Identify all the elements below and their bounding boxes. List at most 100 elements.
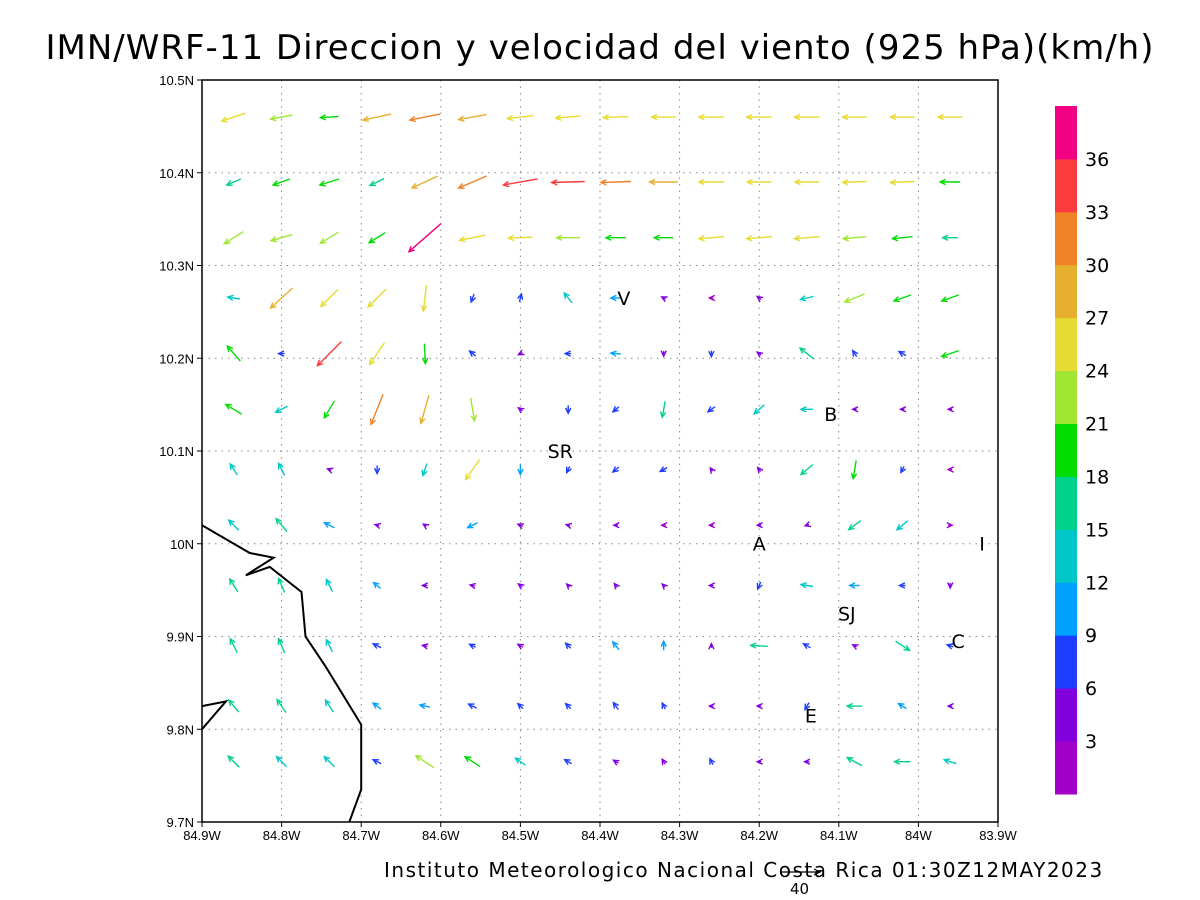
place-label: V (617, 288, 630, 310)
wind-vector (318, 178, 340, 187)
wind-vector (227, 755, 240, 768)
colorbar-tick-label: 30 (1085, 255, 1109, 277)
wind-vector-head (802, 758, 811, 765)
wind-vector-head (897, 582, 906, 589)
wind-vector-shaft (228, 519, 240, 531)
wind-vector (708, 350, 715, 359)
wind-vector (755, 521, 763, 529)
wind-vector-shaft (411, 175, 439, 189)
wind-vector-head (941, 234, 949, 241)
wind-vector-head (420, 643, 429, 650)
wind-vector (802, 758, 811, 765)
wind-vector-head (792, 235, 801, 242)
wind-vector (936, 113, 963, 121)
wind-vector (599, 179, 631, 186)
wind-vector (613, 582, 621, 590)
wind-vector-head (277, 577, 284, 585)
y-tick-label: 10.3N (159, 259, 194, 274)
wind-vector-shaft (225, 403, 243, 415)
wind-vector-head (564, 642, 572, 650)
wind-vector-head (851, 406, 859, 413)
y-tick-label: 10.1N (159, 444, 194, 459)
wind-vector-head (414, 754, 422, 762)
wind-vector-shaft (800, 583, 814, 588)
wind-vector-head (601, 114, 610, 121)
wind-vector-shaft (893, 294, 912, 302)
wind-vector-head (470, 414, 477, 423)
wind-vector-shaft (508, 236, 533, 239)
wind-vector-head (850, 472, 858, 481)
wind-vector-head (946, 406, 954, 413)
place-labels: V SR B A I SJ C E (548, 288, 985, 727)
colorbar-tick-label: 27 (1085, 308, 1109, 330)
wind-vector-head (418, 702, 426, 710)
wind-vector-shaft (270, 287, 294, 309)
wind-vector-shaft (226, 345, 241, 362)
wind-vector (851, 349, 859, 357)
wind-vector-head (851, 349, 859, 357)
wind-vector-head (707, 521, 716, 529)
wind-vector (501, 178, 538, 188)
wind-vector-shaft (227, 755, 240, 768)
wind-vector-head (841, 234, 850, 242)
wind-vector-head (366, 301, 375, 309)
wind-vector-head (229, 462, 236, 471)
wind-vector (421, 343, 429, 366)
wind-vector-shaft (892, 236, 913, 240)
wind-vector (325, 578, 334, 592)
wind-vector-head (269, 302, 277, 310)
place-label: C (952, 631, 965, 653)
wind-vector (226, 294, 240, 301)
wind-vector-head (505, 114, 514, 122)
wind-vector-shaft (848, 520, 862, 531)
colorbar-bin (1055, 529, 1077, 583)
colorbar-bin (1055, 106, 1077, 160)
wind-vector-shaft (799, 347, 815, 360)
wind-vector (897, 350, 907, 357)
wind-vector (755, 351, 764, 358)
wind-vector (660, 521, 668, 529)
wind-vector-head (224, 403, 232, 410)
wind-vector (752, 404, 765, 415)
wind-vector-head (322, 521, 331, 528)
wind-vector-head (652, 234, 660, 241)
place-label: B (824, 404, 837, 426)
wind-vector (798, 347, 815, 360)
wind-vector-shaft (275, 405, 288, 413)
wind-vector-head (517, 292, 524, 300)
wind-vector-shaft (423, 343, 427, 364)
wind-vector-head (611, 640, 619, 648)
y-tick-label: 10.4N (159, 166, 194, 181)
wind-vector-head (226, 344, 234, 353)
wind-vector (609, 294, 621, 302)
wind-vector-head (516, 702, 524, 710)
wind-vector (745, 178, 772, 186)
wind-vector (745, 234, 772, 242)
wind-vector-shaft (753, 404, 765, 415)
place-label: I (979, 534, 985, 556)
wind-vector (457, 175, 487, 189)
wind-vector-head (708, 350, 715, 359)
colorbar-tick-label: 15 (1085, 519, 1109, 541)
wind-vector (612, 701, 620, 711)
wind-vector-head (845, 702, 853, 710)
wind-vector-head (613, 582, 621, 590)
wind-vector-shaft (323, 400, 336, 419)
colorbar-tick-label: 21 (1085, 414, 1109, 436)
wind-vector (946, 702, 954, 710)
wind-vector-shaft (226, 178, 242, 186)
wind-vector (563, 291, 573, 304)
wind-vector-head (319, 300, 327, 308)
reference-vector-label: 40 (790, 880, 810, 898)
x-tick-labels: 84.9W 84.8W 84.7W 84.6W 84.5W 84.4W 84.3W 84.2W… (183, 822, 1018, 843)
wind-vector (516, 523, 524, 530)
x-tick-label: 84.7W (342, 828, 380, 843)
wind-vector (371, 643, 382, 649)
wind-vector-shaft (661, 401, 666, 418)
colorbar-bin (1055, 582, 1077, 636)
wind-vector (370, 394, 384, 426)
wind-vector-head (892, 296, 900, 303)
wind-vector-head (457, 183, 465, 189)
wind-vector-head (371, 758, 380, 765)
